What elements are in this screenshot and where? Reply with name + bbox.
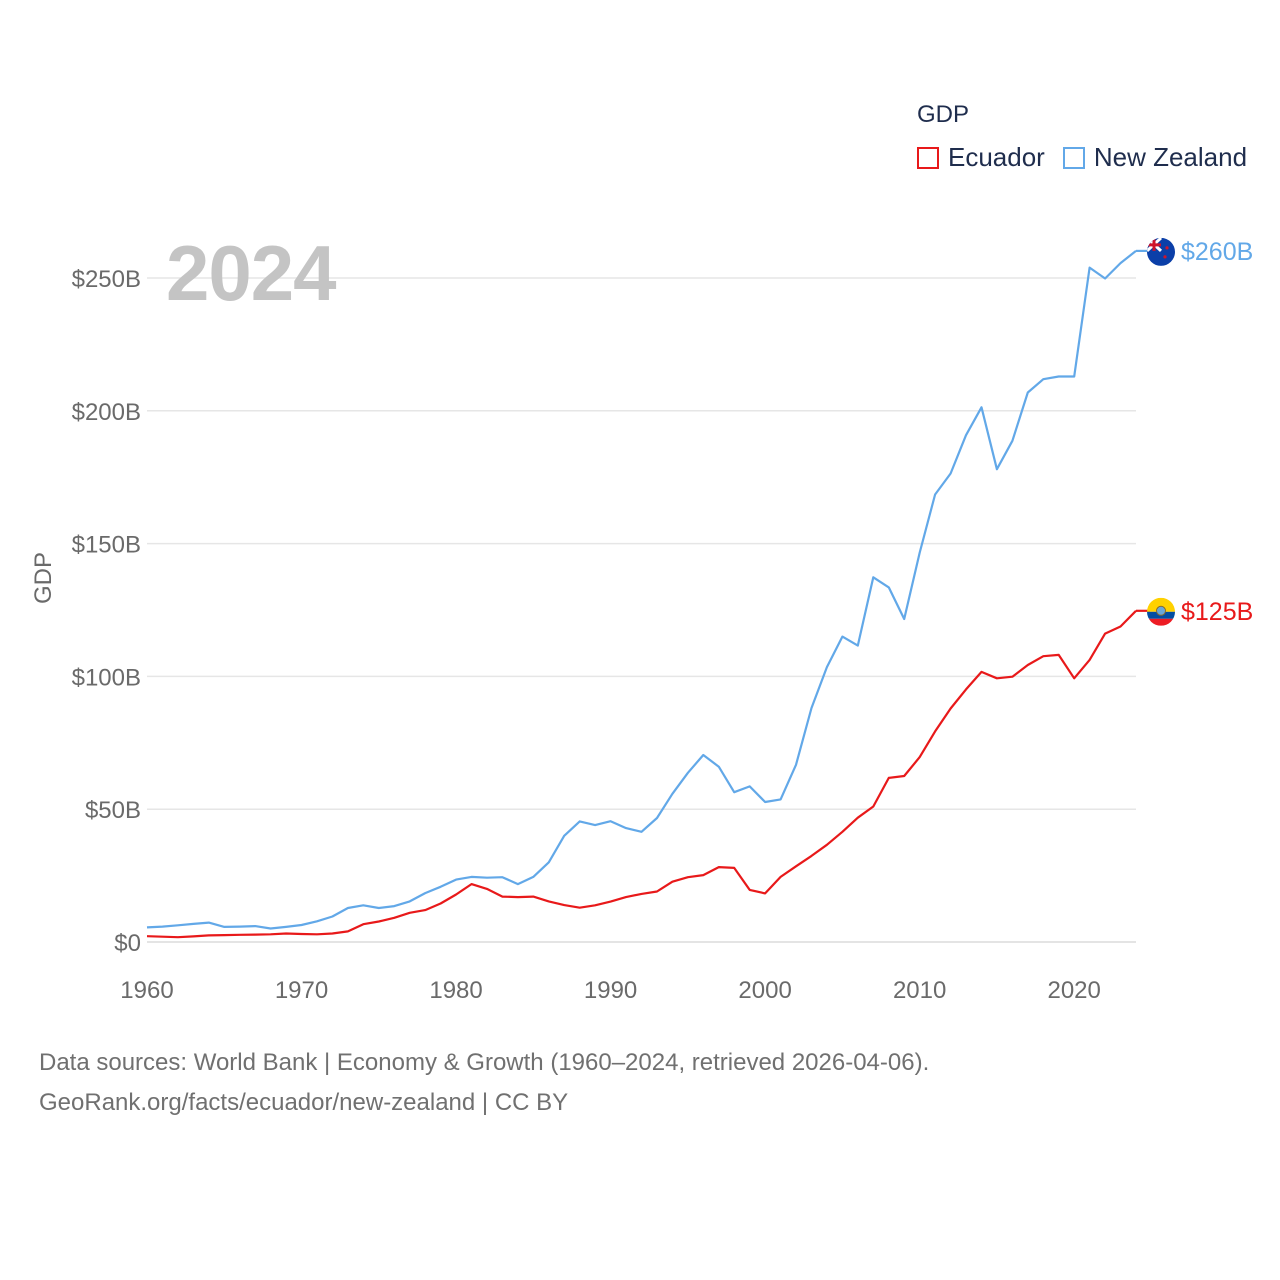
y-tick-label: $100B xyxy=(72,664,141,691)
legend-label-ecuador: Ecuador xyxy=(948,142,1045,172)
x-tick-label: 2020 xyxy=(1047,977,1100,1004)
grid-lines xyxy=(147,277,1136,943)
y-axis-ticks: $0 $50B $100B $150B $200B $250B xyxy=(72,266,141,957)
series-lines xyxy=(146,250,1137,939)
flag-icon-new-zealand xyxy=(1147,237,1175,266)
y-axis-label: GDP xyxy=(30,552,57,604)
y-tick-label: $50B xyxy=(85,797,141,824)
legend-item-ecuador[interactable]: Ecuador xyxy=(917,142,1045,173)
legend-swatch-new-zealand xyxy=(1062,146,1085,169)
y-tick-label: $0 xyxy=(114,930,141,957)
series-line-ecuador[interactable] xyxy=(146,610,1137,939)
legend-item-new-zealand[interactable]: New Zealand xyxy=(1062,142,1248,173)
year-watermark: 2024 xyxy=(166,229,337,317)
legend: Ecuador New Zealand xyxy=(917,142,1265,173)
series-line-new-zealand[interactable] xyxy=(146,250,1137,930)
x-tick-label: 1960 xyxy=(120,977,173,1004)
x-axis-ticks: 1960 1970 1980 1990 2000 2010 2020 xyxy=(120,977,1101,1004)
x-tick-label: 2010 xyxy=(893,977,946,1004)
x-tick-label: 2000 xyxy=(738,977,791,1004)
series-end-markers: $125B $260B xyxy=(1136,237,1253,626)
end-value-label-ecuador: $125B xyxy=(1181,598,1253,626)
legend-title: GDP xyxy=(917,101,970,128)
x-tick-label: 1970 xyxy=(275,977,328,1004)
y-tick-label: $150B xyxy=(72,532,141,559)
legend-label-new-zealand: New Zealand xyxy=(1093,142,1248,172)
y-tick-label: $250B xyxy=(72,266,141,293)
source-note: Data sources: World Bank | Economy & Gro… xyxy=(39,1043,929,1123)
flag-icon-ecuador xyxy=(1147,597,1175,626)
source-line-1: Data sources: World Bank | Economy & Gro… xyxy=(39,1049,930,1076)
x-tick-label: 1990 xyxy=(584,977,637,1004)
source-line-2[interactable]: GeoRank.org/facts/ecuador/new-zealand | … xyxy=(39,1089,569,1116)
x-tick-label: 1980 xyxy=(429,977,482,1004)
y-tick-label: $200B xyxy=(72,399,141,426)
legend-swatch-ecuador xyxy=(917,146,939,169)
end-value-label-new-zealand: $260B xyxy=(1181,238,1253,266)
